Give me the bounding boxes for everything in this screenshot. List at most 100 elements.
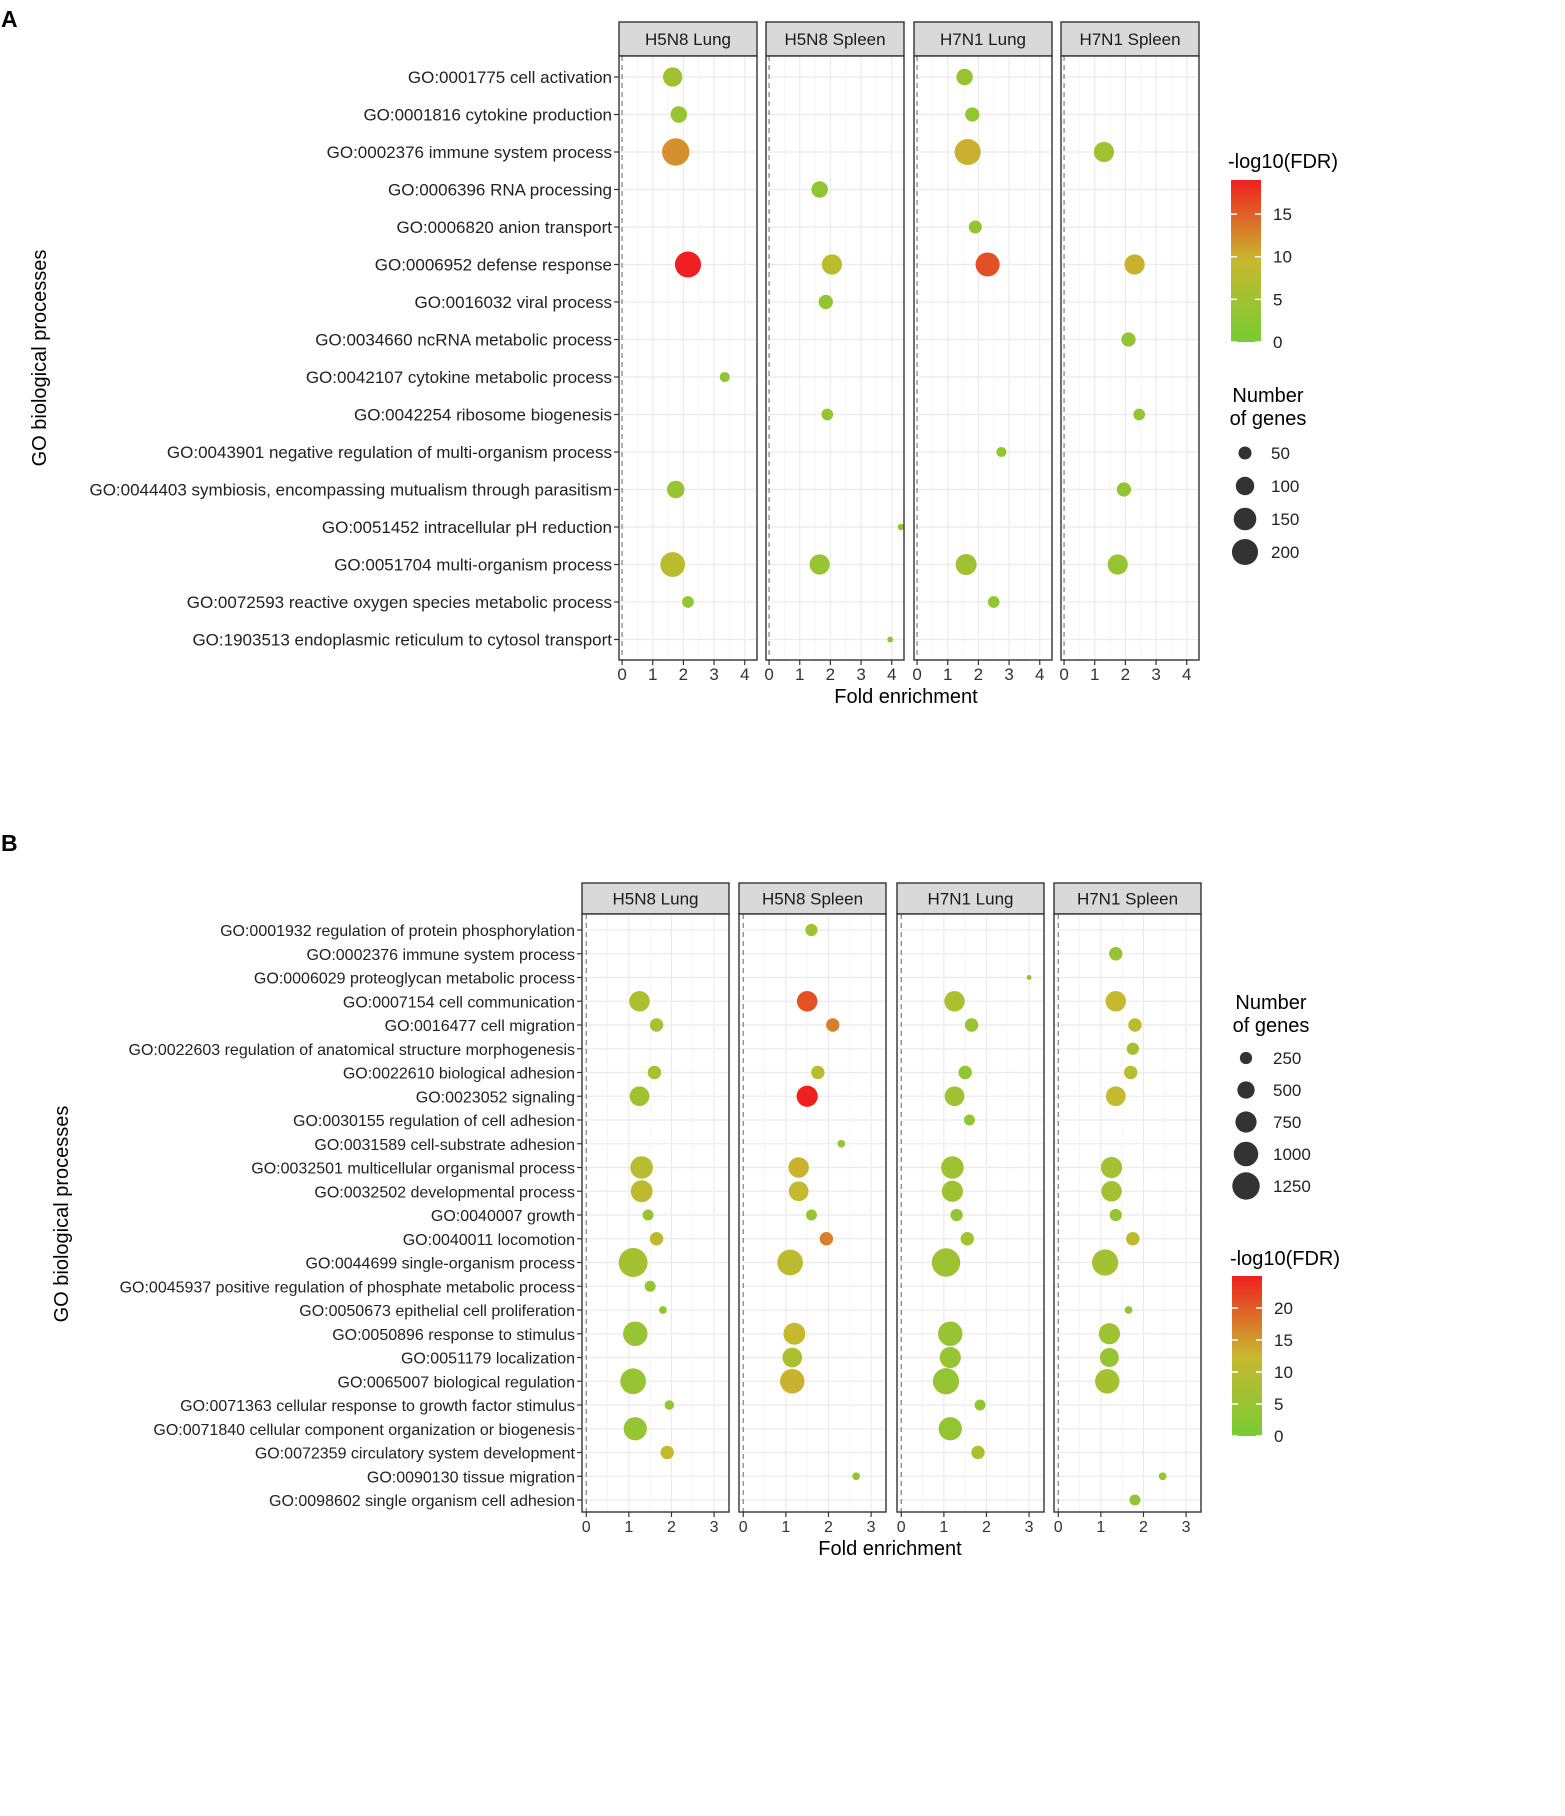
x-tick-label: 0 xyxy=(764,665,773,684)
color-legend: -log10(FDR) 0 5 10 15 20 xyxy=(1230,1248,1340,1446)
y-category-label: GO:0002376 immune system process xyxy=(327,143,612,162)
data-point xyxy=(996,446,1007,458)
data-point xyxy=(649,1232,664,1246)
size-legend-key xyxy=(1237,1081,1255,1099)
y-category-label: GO:0090130 tissue migration xyxy=(367,1469,575,1486)
data-point xyxy=(620,1368,646,1395)
x-tick-label: 1 xyxy=(781,1519,790,1536)
y-category-label: GO:0001775 cell activation xyxy=(408,68,612,87)
y-category-label: GO:1903513 endoplasmic reticulum to cyto… xyxy=(192,631,612,650)
data-point xyxy=(821,408,834,421)
data-point xyxy=(809,554,830,575)
x-tick-label: 1 xyxy=(648,665,657,684)
facet-3: H7N1 Spleen 0 1 2 3 xyxy=(1053,882,1202,1536)
data-point xyxy=(662,67,683,87)
data-point xyxy=(941,1180,963,1202)
data-point xyxy=(1091,1249,1119,1276)
y-category-label: GO:0030155 regulation of cell adhesion xyxy=(293,1113,575,1130)
size-legend-key xyxy=(1235,476,1255,496)
facet-strip xyxy=(896,882,1045,915)
facet-frame xyxy=(765,55,905,661)
y-category-label: GO:0007154 cell communication xyxy=(343,994,575,1011)
facet-frame xyxy=(1053,913,1202,1513)
size-legend-key xyxy=(1233,1141,1259,1167)
y-category-label: GO:0042254 ribosome biogenesis xyxy=(354,406,612,425)
y-category-label: GO:0045937 positive regulation of phosph… xyxy=(120,1279,575,1296)
y-category-label: GO:0044699 single-organism process xyxy=(306,1256,575,1273)
facet-1: H5N8 Spleen 0 1 2 3 xyxy=(738,882,887,1536)
data-point xyxy=(837,1139,846,1148)
data-point xyxy=(642,1209,654,1221)
x-tick-label: 1 xyxy=(1096,1519,1105,1536)
size-legend-key xyxy=(1231,538,1259,566)
data-point xyxy=(971,1445,985,1460)
data-point xyxy=(788,1181,809,1202)
size-legend-key xyxy=(1233,507,1257,531)
y-category-label: GO:0032502 developmental process xyxy=(314,1184,575,1201)
data-point xyxy=(1128,1018,1142,1032)
y-category-label: GO:0002376 immune system process xyxy=(306,947,575,964)
data-point xyxy=(954,138,981,166)
color-legend-label: 0 xyxy=(1273,333,1282,352)
color-legend-label: 0 xyxy=(1274,1427,1283,1446)
color-legend-label: 5 xyxy=(1274,1395,1283,1414)
x-tick-label: 0 xyxy=(617,665,626,684)
data-point xyxy=(629,991,650,1012)
facet-title: H7N1 Lung xyxy=(940,30,1026,49)
facet-frame xyxy=(896,913,1045,1513)
y-category-label: GO:0065007 biological regulation xyxy=(338,1374,576,1391)
color-legend: -log10(FDR) 0 5 10 15 xyxy=(1228,151,1338,352)
y-category-label: GO:0043901 negative regulation of multi-… xyxy=(167,443,612,462)
y-category-label: GO:0040007 growth xyxy=(431,1208,575,1225)
facet-title: H5N8 Lung xyxy=(612,890,698,909)
facet-title: H5N8 Spleen xyxy=(784,30,885,49)
x-axis-title: Fold enrichment xyxy=(834,686,978,708)
x-tick-label: 3 xyxy=(709,665,718,684)
x-tick-label: 2 xyxy=(974,665,983,684)
x-tick-label: 1 xyxy=(1090,665,1099,684)
data-point xyxy=(796,1085,818,1107)
data-point xyxy=(958,1065,972,1080)
size-legend-label: 750 xyxy=(1273,1113,1301,1132)
facet-frame xyxy=(738,913,887,1513)
data-point xyxy=(941,1156,964,1179)
facet-strip xyxy=(1053,882,1202,915)
y-category-label: GO:0006396 RNA processing xyxy=(388,181,612,200)
data-point xyxy=(987,596,1000,608)
panel-b: B H5N8 Lung 0 1 2 3 H5N8 Spleen 0 1 2 3 H7N1 Lung 0 1… xyxy=(1,830,1340,1560)
data-point xyxy=(1100,1156,1123,1179)
x-tick-label: 0 xyxy=(1059,665,1068,684)
data-point xyxy=(897,523,905,531)
data-point xyxy=(1093,141,1115,163)
x-tick-label: 4 xyxy=(1182,665,1191,684)
color-legend-title: -log10(FDR) xyxy=(1230,1248,1340,1270)
facet-strip xyxy=(1060,21,1200,57)
y-category-label: GO:0051704 multi-organism process xyxy=(334,556,612,575)
size-legend-key xyxy=(1232,1172,1260,1200)
size-legend-label: 250 xyxy=(1273,1049,1301,1068)
y-category-label: GO:0071363 cellular response to growth f… xyxy=(180,1398,575,1415)
data-point xyxy=(618,1248,648,1277)
color-legend-label: 5 xyxy=(1273,290,1282,309)
size-legend-title: of genes xyxy=(1233,1015,1310,1037)
data-point xyxy=(674,251,702,278)
x-tick-label: 4 xyxy=(740,665,749,684)
facet-frame xyxy=(1060,55,1200,661)
size-legend-key xyxy=(1239,1051,1253,1065)
facet-frame xyxy=(913,55,1053,661)
y-category-label: GO:0006029 proteoglycan metabolic proces… xyxy=(254,971,575,988)
x-tick-label: 0 xyxy=(1054,1519,1063,1536)
size-legend-label: 50 xyxy=(1271,444,1290,463)
data-point xyxy=(1121,332,1136,347)
facet-title: H5N8 Spleen xyxy=(762,890,863,909)
x-tick-label: 3 xyxy=(1182,1519,1191,1536)
size-legend-title: Number xyxy=(1232,385,1303,407)
y-category-label: GO:0016477 cell migration xyxy=(385,1018,575,1035)
data-point xyxy=(1105,1086,1126,1107)
y-category-label: GO:0050673 epithelial cell proliferation xyxy=(299,1303,575,1320)
data-point xyxy=(682,596,694,608)
data-point xyxy=(1129,1494,1141,1506)
x-tick-label: 3 xyxy=(867,1519,876,1536)
